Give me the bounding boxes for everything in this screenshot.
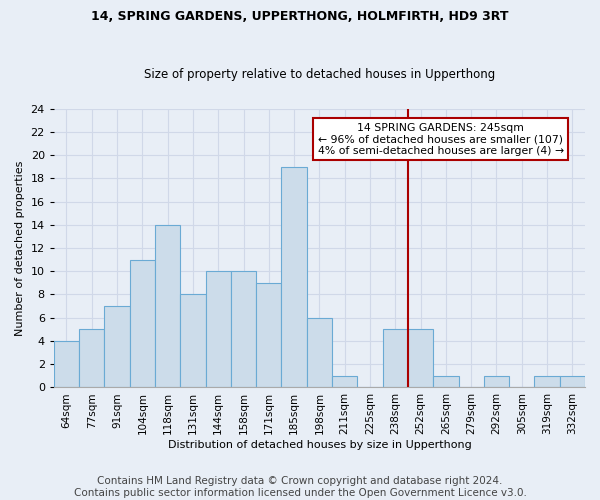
Bar	[181, 294, 206, 388]
Text: Contains HM Land Registry data © Crown copyright and database right 2024.
Contai: Contains HM Land Registry data © Crown c…	[74, 476, 526, 498]
Bar	[79, 330, 104, 388]
Bar	[256, 283, 281, 388]
Bar	[307, 318, 332, 388]
Bar	[231, 271, 256, 388]
Bar	[433, 376, 458, 388]
Bar	[560, 376, 585, 388]
Bar	[130, 260, 155, 388]
Bar	[54, 341, 79, 388]
Bar	[104, 306, 130, 388]
Bar	[383, 330, 408, 388]
Text: 14, SPRING GARDENS, UPPERTHONG, HOLMFIRTH, HD9 3RT: 14, SPRING GARDENS, UPPERTHONG, HOLMFIRT…	[91, 10, 509, 23]
Bar	[535, 376, 560, 388]
Bar	[281, 166, 307, 388]
Bar	[484, 376, 509, 388]
Bar	[408, 330, 433, 388]
Title: Size of property relative to detached houses in Upperthong: Size of property relative to detached ho…	[144, 68, 495, 81]
Y-axis label: Number of detached properties: Number of detached properties	[15, 160, 25, 336]
X-axis label: Distribution of detached houses by size in Upperthong: Distribution of detached houses by size …	[167, 440, 471, 450]
Bar	[332, 376, 358, 388]
Bar	[206, 271, 231, 388]
Bar	[155, 225, 181, 388]
Text: 14 SPRING GARDENS: 245sqm
← 96% of detached houses are smaller (107)
4% of semi-: 14 SPRING GARDENS: 245sqm ← 96% of detac…	[318, 122, 564, 156]
